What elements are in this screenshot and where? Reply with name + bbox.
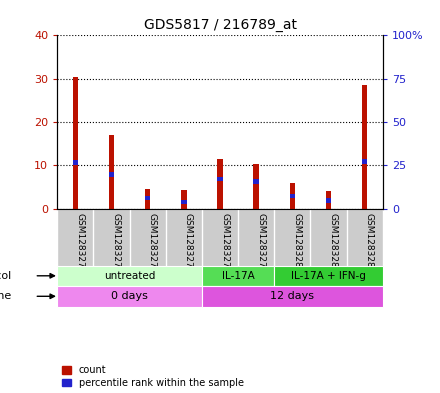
Text: GDS5817 / 216789_at: GDS5817 / 216789_at xyxy=(143,18,297,32)
Text: GSM1283274: GSM1283274 xyxy=(75,213,84,274)
Bar xyxy=(73,160,78,165)
Text: GSM1283281: GSM1283281 xyxy=(329,213,337,274)
Text: GSM1283279: GSM1283279 xyxy=(256,213,265,274)
Bar xyxy=(274,266,383,286)
Bar xyxy=(253,164,259,209)
Bar xyxy=(181,190,187,209)
Text: GSM1283278: GSM1283278 xyxy=(220,213,229,274)
Text: GSM1283277: GSM1283277 xyxy=(184,213,193,274)
Text: IL-17A + IFN-g: IL-17A + IFN-g xyxy=(291,271,366,281)
Bar xyxy=(217,177,223,181)
Text: time: time xyxy=(0,291,11,301)
Bar xyxy=(290,194,295,198)
Bar xyxy=(253,179,259,184)
Bar xyxy=(145,196,150,200)
Bar xyxy=(181,200,187,204)
Text: GSM1283276: GSM1283276 xyxy=(148,213,157,274)
Text: untreated: untreated xyxy=(104,271,155,281)
Bar xyxy=(73,77,78,209)
Legend: count, percentile rank within the sample: count, percentile rank within the sample xyxy=(62,365,244,388)
Bar xyxy=(202,266,274,286)
Text: 0 days: 0 days xyxy=(111,291,148,301)
Bar xyxy=(362,160,367,164)
Bar xyxy=(109,173,114,177)
Bar xyxy=(57,266,202,286)
Bar xyxy=(109,135,114,209)
Bar xyxy=(326,198,331,203)
Text: GSM1283282: GSM1283282 xyxy=(365,213,374,274)
Bar xyxy=(362,85,367,209)
Bar xyxy=(57,286,202,307)
Bar xyxy=(326,191,331,209)
Bar xyxy=(145,189,150,209)
Bar xyxy=(202,286,383,307)
Text: GSM1283275: GSM1283275 xyxy=(111,213,121,274)
Bar xyxy=(290,183,295,209)
Bar xyxy=(217,159,223,209)
Text: 12 days: 12 days xyxy=(270,291,314,301)
Text: GSM1283280: GSM1283280 xyxy=(292,213,301,274)
Text: protocol: protocol xyxy=(0,271,11,281)
Text: IL-17A: IL-17A xyxy=(222,271,254,281)
